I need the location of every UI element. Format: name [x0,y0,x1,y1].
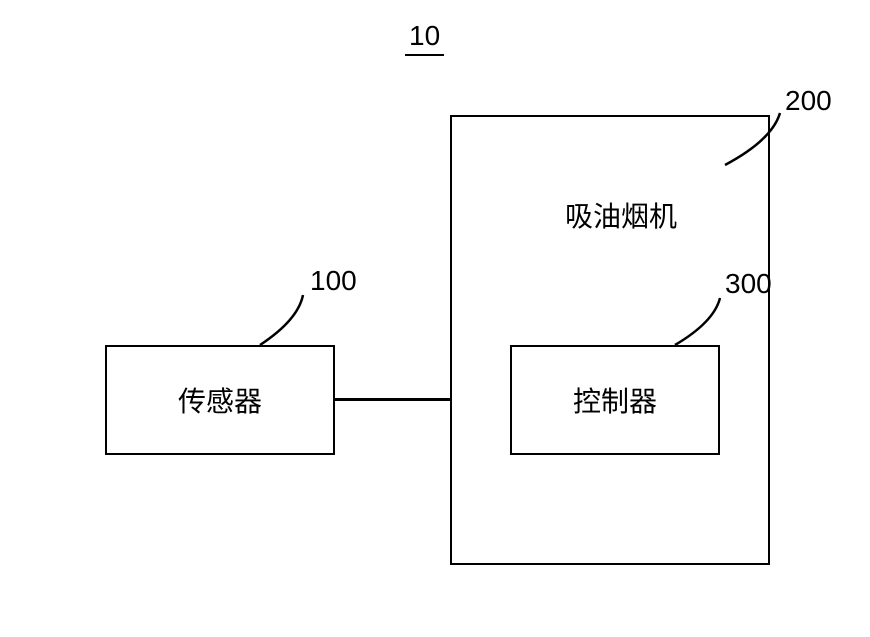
leader-300 [0,0,870,637]
